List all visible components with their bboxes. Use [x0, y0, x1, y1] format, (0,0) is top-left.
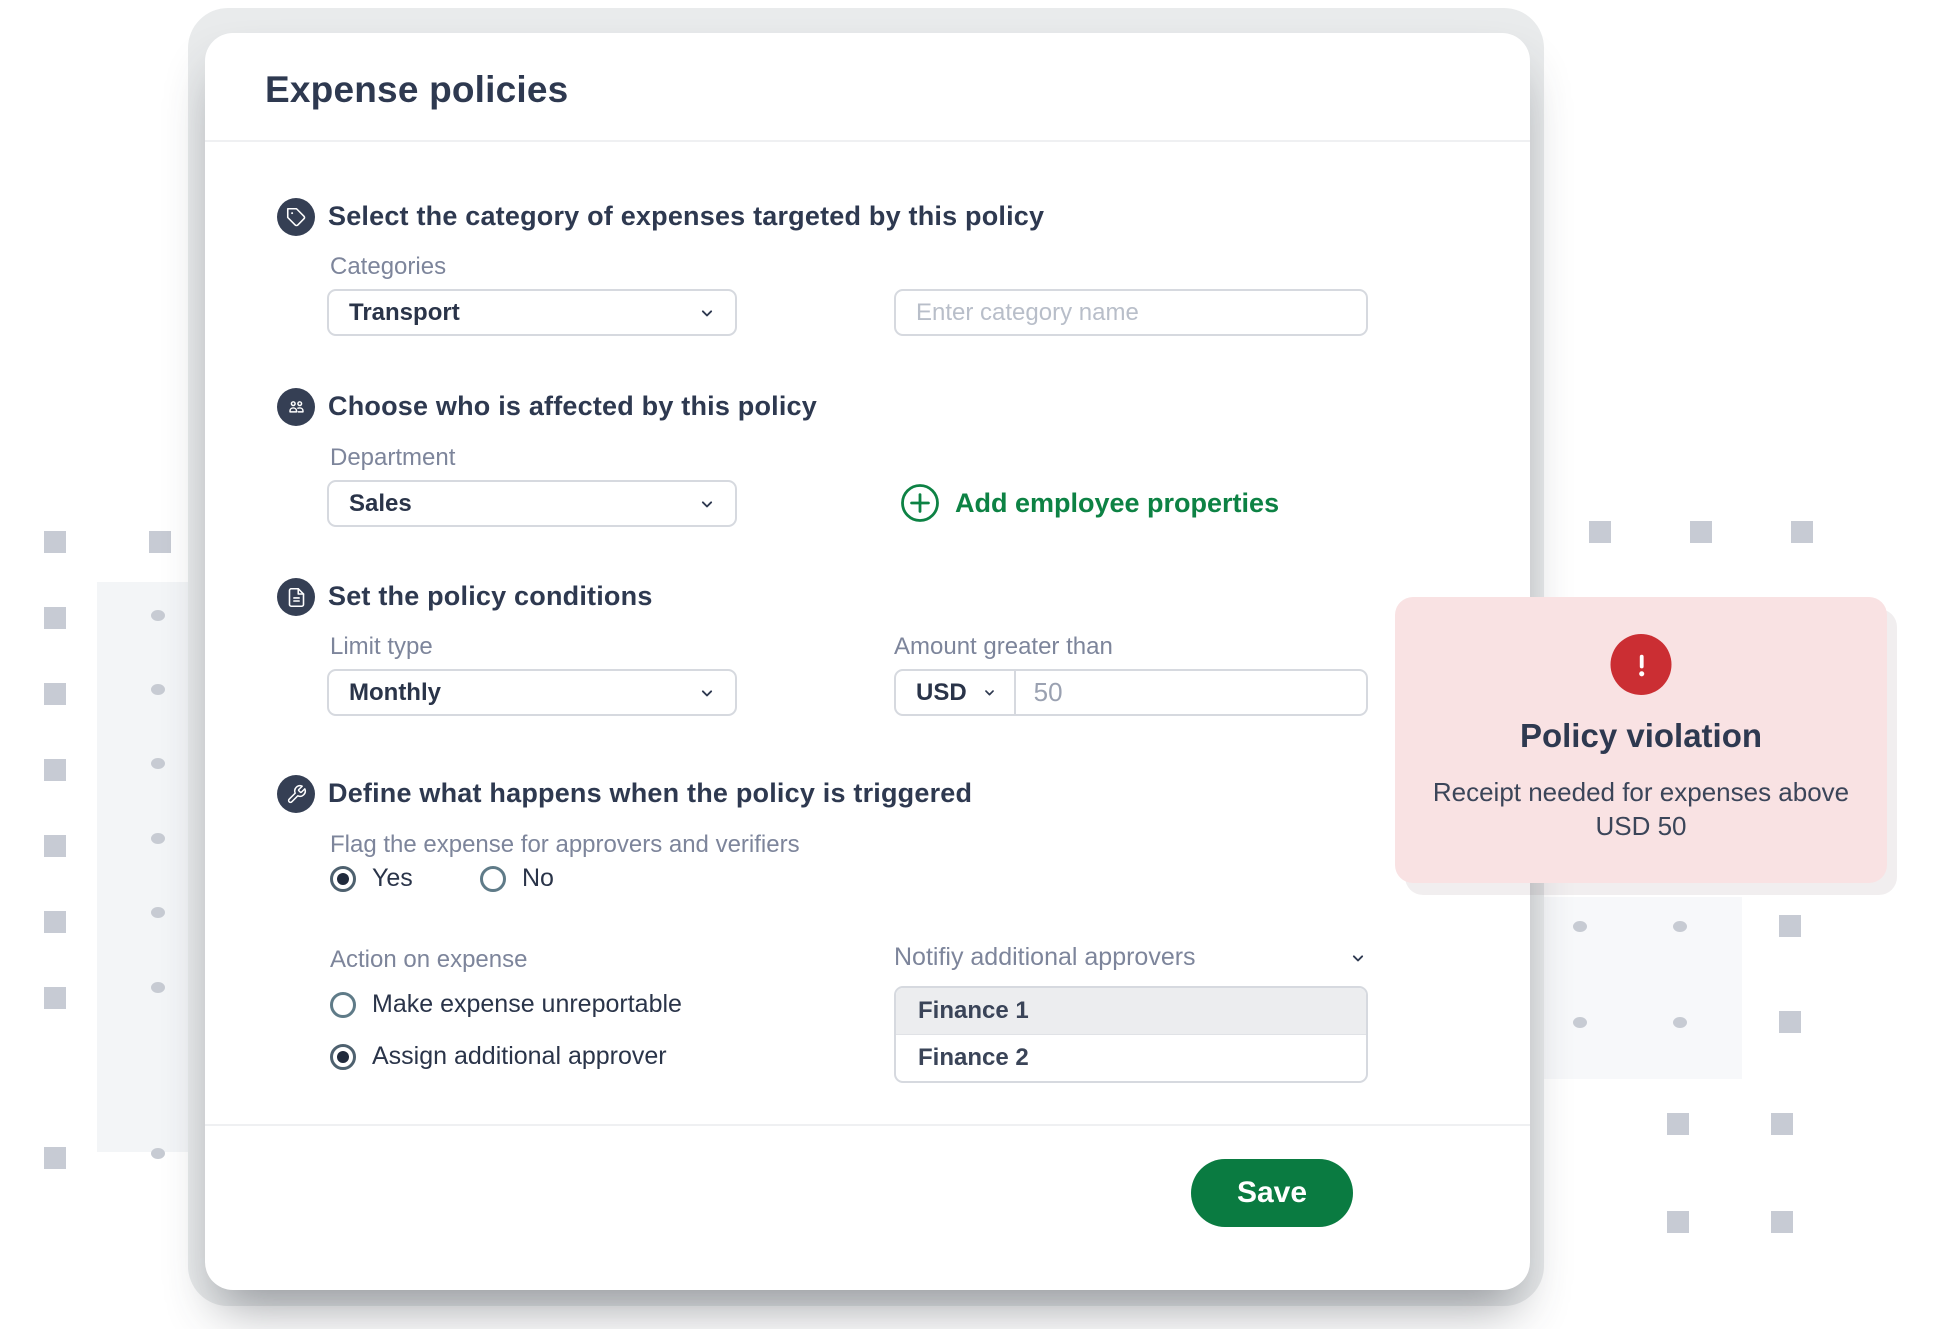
list-item-finance-1[interactable]: Finance 1 — [896, 988, 1366, 1035]
footer-divider — [205, 1124, 1530, 1126]
decor-square — [44, 911, 66, 933]
decor-dot — [151, 610, 165, 621]
wrench-icon — [277, 775, 315, 813]
limit-type-label: Limit type — [330, 633, 433, 660]
action-on-expense-label: Action on expense — [330, 946, 528, 973]
section-heading-audience: Choose who is affected by this policy — [328, 391, 817, 421]
decor-dot — [1573, 921, 1587, 932]
action-option-unreportable-label: Make expense unreportable — [372, 990, 682, 1018]
department-select-value: Sales — [349, 489, 412, 517]
chevron-down-icon — [701, 309, 713, 316]
amount-field: USD — [894, 669, 1368, 716]
decor-dot — [151, 1148, 165, 1159]
department-select[interactable]: Sales — [327, 480, 737, 527]
limit-type-select-value: Monthly — [349, 678, 441, 706]
decor-dot — [1573, 1017, 1587, 1028]
header-divider — [205, 140, 1530, 142]
department-label: Department — [330, 444, 456, 471]
decor-square — [44, 835, 66, 857]
action-option-additional-approver[interactable]: Assign additional approver — [330, 1042, 667, 1071]
decor-panel-right — [1532, 897, 1742, 1079]
violation-title: Policy violation — [1519, 717, 1763, 754]
decor-dot — [1673, 921, 1687, 932]
decor-dot — [151, 684, 165, 695]
notify-approvers-dropdown[interactable]: Notifiy additional approvers — [894, 943, 1368, 972]
flag-option-no-label: No — [522, 864, 554, 892]
violation-message-line2: USD 50 — [1595, 811, 1687, 841]
decor-dot — [151, 758, 165, 769]
decor-panel-left — [97, 582, 205, 1155]
decor-dot — [151, 907, 165, 918]
amount-greater-than-label: Amount greater than — [894, 633, 1113, 660]
section-heading-category: Select the category of expenses targeted… — [328, 201, 1045, 231]
decor-square — [44, 531, 66, 553]
decor-square — [1690, 521, 1712, 543]
radio-unselected-icon[interactable] — [330, 991, 356, 1018]
section-heading-conditions: Set the policy conditions — [328, 581, 653, 611]
decor-square — [1667, 1211, 1689, 1233]
decor-panel-left-bottom — [80, 1152, 205, 1302]
currency-select[interactable]: USD — [896, 671, 1014, 714]
field-divider — [1013, 671, 1016, 714]
notify-approvers-label: Notifiy additional approvers — [894, 943, 1196, 971]
categories-select-value: Transport — [349, 298, 460, 326]
chevron-down-icon — [1352, 954, 1364, 961]
decor-dot — [151, 982, 165, 993]
chevron-down-icon — [701, 689, 713, 696]
notify-approvers-listbox: Finance 1 Finance 2 — [894, 986, 1368, 1083]
amount-input[interactable] — [1015, 671, 1312, 714]
add-employee-properties-label: Add employee properties — [955, 487, 1280, 518]
decor-square — [44, 759, 66, 781]
section-heading-actions: Define what happens when the policy is t… — [328, 778, 973, 808]
plus-circle-icon — [901, 484, 939, 522]
violation-message: Receipt needed for expenses above USD 50 — [1395, 775, 1887, 843]
action-option-unreportable[interactable]: Make expense unreportable — [330, 990, 682, 1019]
action-option-additional-approver-label: Assign additional approver — [372, 1042, 667, 1070]
page-title: Expense policies — [265, 69, 569, 110]
decor-square — [1771, 1211, 1793, 1233]
expense-policies-dialog: Expense policies Select the category of … — [205, 33, 1530, 1290]
limit-type-select[interactable]: Monthly — [327, 669, 737, 716]
radio-unselected-icon[interactable] — [480, 865, 506, 892]
save-button[interactable]: Save — [1191, 1159, 1353, 1227]
radio-selected-icon[interactable] — [330, 865, 356, 892]
categories-label: Categories — [330, 253, 447, 280]
chevron-down-icon — [701, 500, 713, 507]
decor-square — [44, 987, 66, 1009]
decor-dot — [151, 833, 165, 844]
tag-icon — [277, 198, 315, 236]
decor-square — [44, 683, 66, 705]
decor-square — [44, 1147, 66, 1169]
decor-square — [1779, 1011, 1801, 1033]
flag-option-no[interactable]: No — [480, 864, 554, 893]
categories-select[interactable]: Transport — [327, 289, 737, 336]
radio-selected-icon[interactable] — [330, 1043, 356, 1070]
list-item-finance-2[interactable]: Finance 2 — [918, 1044, 1029, 1071]
currency-select-value: USD — [916, 678, 967, 706]
decor-square — [1791, 521, 1813, 543]
category-name-input[interactable] — [894, 289, 1368, 336]
decor-square — [1667, 1113, 1689, 1135]
users-icon — [277, 388, 315, 426]
flag-option-yes[interactable]: Yes — [330, 864, 413, 893]
decor-square — [44, 607, 66, 629]
decor-square — [149, 531, 171, 553]
decor-square — [1771, 1113, 1793, 1135]
exclamation-icon — [1610, 634, 1672, 695]
document-icon — [277, 578, 315, 616]
chevron-down-icon — [984, 690, 994, 696]
decor-square — [1779, 915, 1801, 937]
flag-option-yes-label: Yes — [372, 864, 413, 892]
violation-message-line1: Receipt needed for expenses above — [1432, 777, 1850, 807]
decor-dot — [1673, 1017, 1687, 1028]
flag-expense-label: Flag the expense for approvers and verif… — [330, 831, 800, 858]
add-employee-properties-button[interactable]: Add employee properties — [899, 482, 1279, 524]
decor-square — [1589, 521, 1611, 543]
policy-violation-card: Policy violation Receipt needed for expe… — [1395, 597, 1887, 883]
